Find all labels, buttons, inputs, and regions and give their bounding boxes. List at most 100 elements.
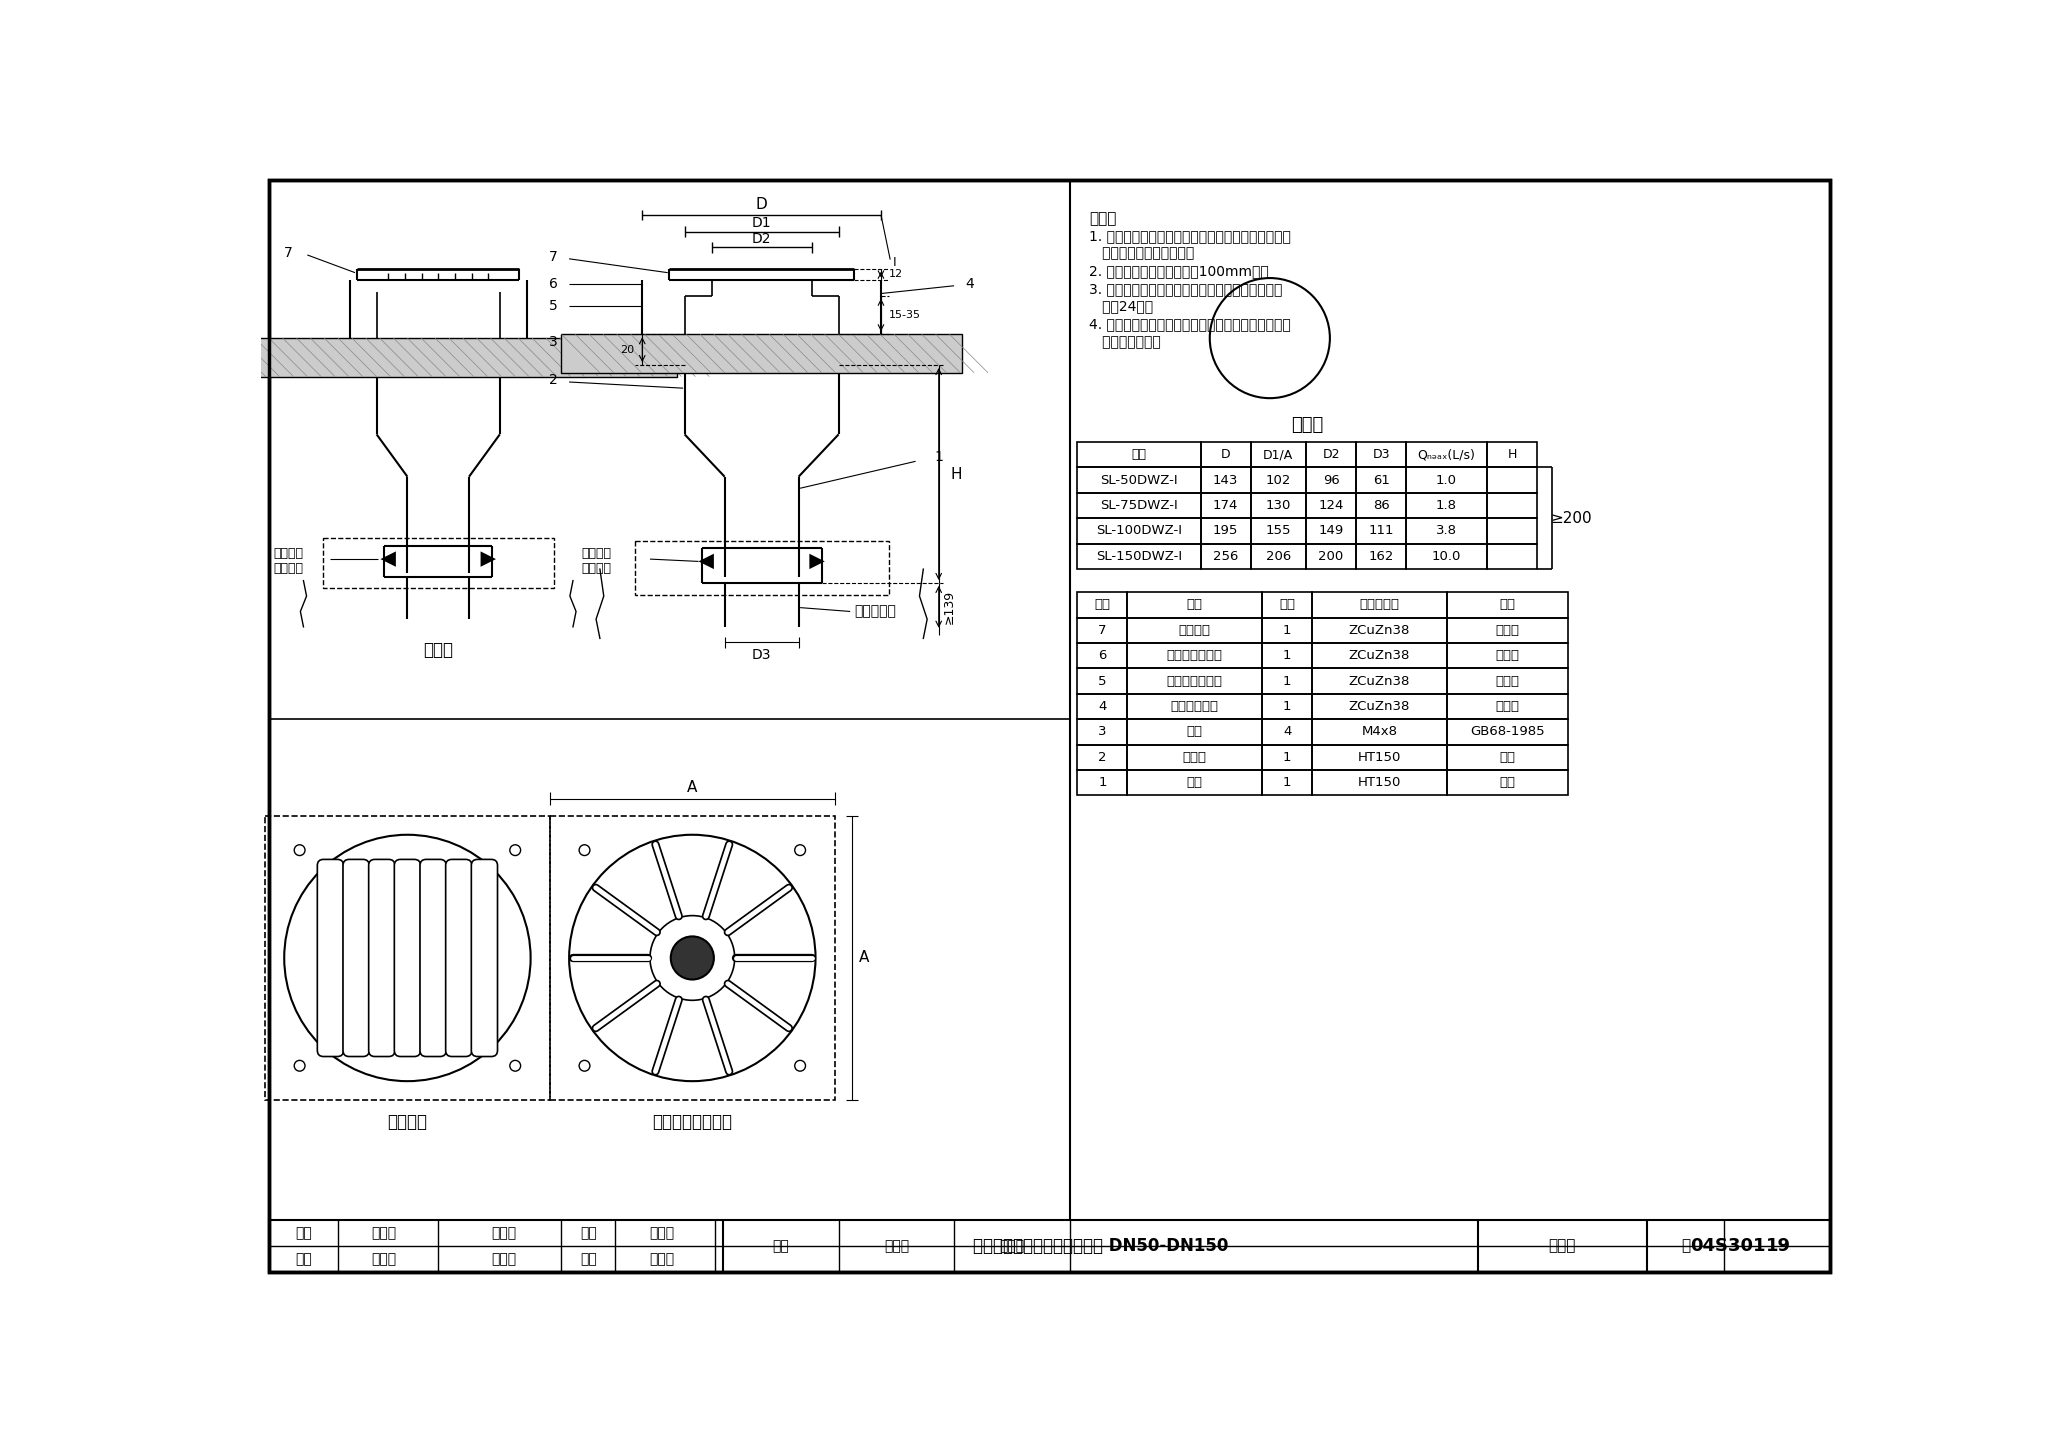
Bar	[1487, 467, 1536, 493]
Bar	[1077, 518, 1200, 544]
Text: 1: 1	[1282, 674, 1292, 687]
Text: D3: D3	[1372, 449, 1391, 462]
Text: 6: 6	[1098, 649, 1106, 663]
Bar	[1407, 467, 1487, 493]
Text: 1: 1	[1282, 649, 1292, 663]
Text: 铜镀铬: 铜镀铬	[1495, 649, 1520, 663]
Text: 见第24页。: 见第24页。	[1090, 299, 1153, 313]
Bar	[1448, 745, 1569, 771]
Bar	[1077, 643, 1126, 669]
Text: ≥139: ≥139	[942, 590, 956, 624]
Bar	[1307, 544, 1356, 569]
Circle shape	[295, 844, 305, 856]
Text: 200: 200	[1319, 549, 1343, 562]
Text: 洗衣机插口箅子: 洗衣机插口箅子	[1167, 649, 1223, 663]
Text: D2: D2	[752, 232, 772, 246]
Text: 86: 86	[1372, 499, 1389, 512]
Text: SL-100DWZ-I: SL-100DWZ-I	[1096, 525, 1182, 538]
Text: ZCuZn38: ZCuZn38	[1350, 624, 1411, 637]
Bar	[1356, 544, 1407, 569]
Text: 铸铁排水管: 铸铁排水管	[854, 604, 895, 618]
Text: 尺寸表: 尺寸表	[1290, 416, 1323, 434]
Text: 2: 2	[549, 374, 559, 387]
Bar	[1126, 771, 1262, 795]
Text: 124: 124	[1319, 499, 1343, 512]
Bar	[1356, 493, 1407, 518]
Polygon shape	[698, 554, 715, 569]
Text: 铸铁直通式地漏构造图（一） DN50-DN150: 铸铁直通式地漏构造图（一） DN50-DN150	[973, 1237, 1229, 1255]
Text: 4: 4	[1282, 725, 1292, 739]
Text: 铜镀铬: 铜镀铬	[1495, 624, 1520, 637]
Text: 本体: 本体	[1186, 777, 1202, 789]
Text: 2: 2	[1098, 751, 1106, 764]
Bar	[1448, 669, 1569, 695]
Text: I: I	[893, 256, 897, 269]
Text: 校对: 校对	[580, 1225, 596, 1240]
Bar	[1356, 467, 1407, 493]
Circle shape	[510, 844, 520, 856]
Bar	[1262, 669, 1313, 695]
Bar	[1448, 695, 1569, 719]
Bar	[1251, 493, 1307, 518]
Text: 顾而夹: 顾而夹	[999, 1240, 1024, 1252]
Circle shape	[1210, 278, 1329, 398]
Text: 12: 12	[889, 269, 903, 279]
Bar	[1407, 493, 1487, 518]
Text: 图集号: 图集号	[1548, 1238, 1577, 1254]
Bar	[1077, 467, 1200, 493]
Bar	[549, 815, 836, 1100]
Text: 206: 206	[1266, 549, 1290, 562]
Text: 岐地东: 岐地东	[492, 1252, 516, 1265]
Text: ≥200: ≥200	[1550, 510, 1593, 526]
Text: ZCuZn38: ZCuZn38	[1350, 674, 1411, 687]
Text: 校对: 校对	[580, 1252, 596, 1265]
Bar	[1200, 518, 1251, 544]
Text: SL-50DWZ-I: SL-50DWZ-I	[1100, 473, 1178, 486]
Circle shape	[649, 916, 735, 1001]
Text: 备注: 备注	[1499, 598, 1516, 611]
Text: 155: 155	[1266, 525, 1290, 538]
Text: 法兰压盖
承插连接: 法兰压盖 承插连接	[582, 548, 610, 575]
Circle shape	[285, 835, 530, 1081]
Bar	[561, 334, 963, 372]
FancyBboxPatch shape	[342, 860, 369, 1057]
Polygon shape	[381, 551, 395, 567]
Text: 3: 3	[1098, 725, 1106, 739]
Bar	[1251, 441, 1307, 467]
Text: D: D	[1221, 449, 1231, 462]
Bar	[1126, 592, 1262, 617]
Bar	[1313, 643, 1448, 669]
Bar	[1077, 771, 1126, 795]
Text: 陈龙英: 陈龙英	[885, 1240, 909, 1252]
Bar	[324, 538, 553, 588]
Bar	[1487, 493, 1536, 518]
Text: 普通箅子: 普通箅子	[1180, 624, 1210, 637]
Bar	[1077, 592, 1126, 617]
Bar	[1448, 719, 1569, 745]
Text: 111: 111	[1368, 525, 1395, 538]
Text: D1/A: D1/A	[1264, 449, 1294, 462]
Text: 195: 195	[1212, 525, 1239, 538]
Text: Qₙₔₐₓ(L/s): Qₙₔₐₓ(L/s)	[1417, 449, 1475, 462]
Text: 铸铁: 铸铁	[1499, 751, 1516, 764]
Bar	[1251, 544, 1307, 569]
Bar	[1200, 467, 1251, 493]
Bar	[1307, 441, 1356, 467]
Bar	[1077, 745, 1126, 771]
Bar	[1200, 493, 1251, 518]
Text: 5: 5	[549, 299, 559, 313]
FancyBboxPatch shape	[395, 860, 420, 1057]
Bar	[1307, 518, 1356, 544]
Text: HT150: HT150	[1358, 777, 1401, 789]
Text: D3: D3	[752, 649, 772, 663]
Bar	[635, 541, 889, 595]
Text: 材质或规格: 材质或规格	[1360, 598, 1399, 611]
Bar	[1077, 493, 1200, 518]
Text: SL-75DWZ-I: SL-75DWZ-I	[1100, 499, 1178, 512]
Bar	[1262, 695, 1313, 719]
Bar	[1262, 745, 1313, 771]
Text: 铜镀铬: 铜镀铬	[1495, 674, 1520, 687]
Text: 1.0: 1.0	[1436, 473, 1456, 486]
FancyBboxPatch shape	[471, 860, 498, 1057]
Bar	[1251, 518, 1307, 544]
